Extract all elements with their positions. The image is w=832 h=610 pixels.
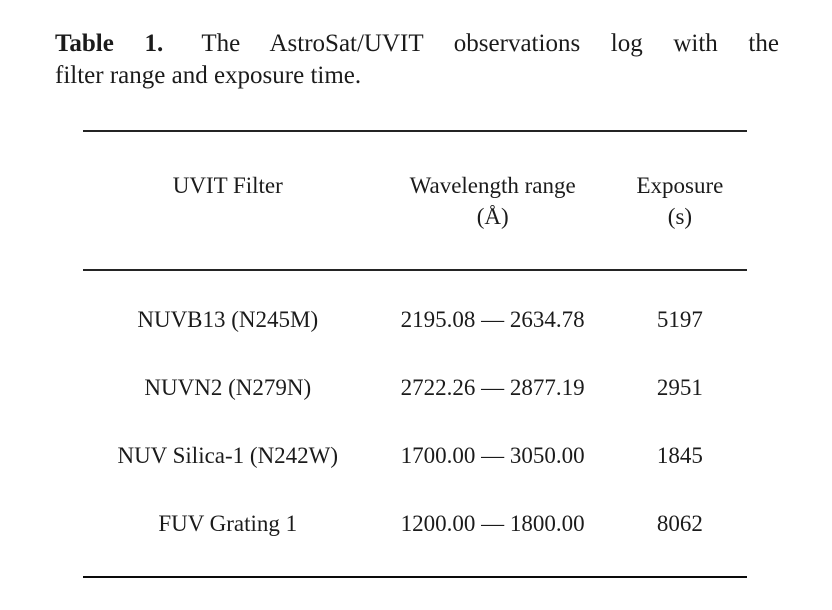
cell-wavelength: 2722.26 — 2877.19 (400, 375, 585, 400)
table-row: NUV Silica-1 (N242W) 1700.00 — 3050.00 1… (83, 422, 747, 490)
column-header-uvit-filter: UVIT Filter (83, 131, 373, 271)
column-label: Exposure (636, 172, 724, 198)
table-row: NUVB13 (N245M) 2195.08 — 2634.78 5197 (83, 286, 747, 354)
cell-filter: NUVB13 (N245M) (137, 307, 319, 332)
cell-filter: NUVN2 (N279N) (144, 375, 312, 400)
row-spacer (83, 558, 747, 577)
table-row: NUVN2 (N279N) 2722.26 — 2877.19 2951 (83, 354, 747, 422)
column-label: UVIT Filter (172, 172, 283, 198)
caption-label: Table 1. (55, 30, 164, 57)
column-header-exposure: Exposure (s) (612, 131, 747, 271)
cell-wavelength: 1700.00 — 3050.00 (400, 443, 585, 468)
cell-filter: FUV Grating 1 (158, 511, 298, 536)
cell-exposure: 1845 (656, 443, 703, 468)
row-spacer (83, 270, 747, 286)
column-header-wavelength-range: Wavelength range (Å) (372, 131, 613, 271)
observations-table: UVIT Filter Wavelength range (Å) Exposur… (83, 130, 747, 578)
cell-wavelength: 1200.00 — 1800.00 (400, 511, 585, 536)
column-unit (83, 201, 373, 232)
observations-table-wrapper: UVIT Filter Wavelength range (Å) Exposur… (83, 130, 747, 578)
cell-exposure: 2951 (656, 375, 703, 400)
cell-filter: NUV Silica-1 (N242W) (117, 443, 339, 468)
cell-exposure: 8062 (656, 511, 703, 536)
table-body: NUVB13 (N245M) 2195.08 — 2634.78 5197 NU… (83, 270, 747, 577)
header-row: UVIT Filter Wavelength range (Å) Exposur… (83, 131, 747, 271)
column-unit: (s) (667, 203, 693, 229)
cell-exposure: 5197 (656, 307, 703, 332)
table-caption: Table 1. The AstroSat/UVIT observations … (55, 28, 779, 92)
cell-wavelength: 2195.08 — 2634.78 (400, 307, 585, 332)
caption-text-line1: The AstroSat/UVIT observations log with … (201, 30, 779, 57)
table-row: FUV Grating 1 1200.00 — 1800.00 8062 (83, 490, 747, 558)
column-label: Wavelength range (409, 172, 576, 198)
caption-line-1: Table 1. The AstroSat/UVIT observations … (55, 28, 779, 60)
column-unit: (Å) (476, 203, 509, 229)
table-header: UVIT Filter Wavelength range (Å) Exposur… (83, 131, 747, 271)
caption-text-line2: filter range and exposure time. (55, 62, 362, 89)
